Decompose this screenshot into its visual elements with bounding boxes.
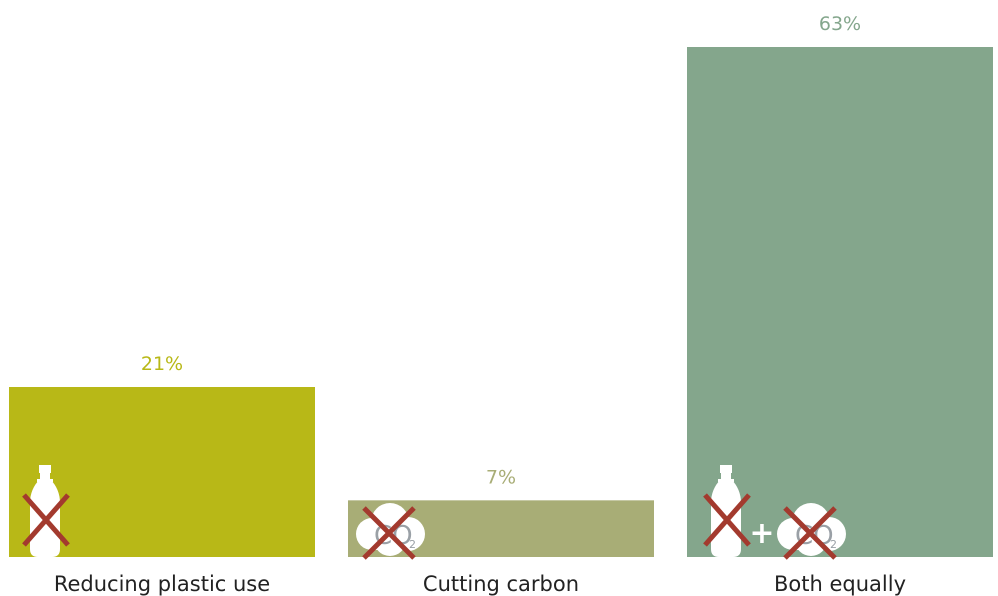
- value-label-reducing-plastic-use: 21%: [141, 353, 183, 375]
- category-label-reducing-plastic-use: Reducing plastic use: [54, 572, 270, 596]
- cross-stroke: [783, 506, 837, 560]
- co2-subscript: 2: [830, 538, 837, 551]
- bottle-shape: [30, 465, 60, 557]
- co2-subscript: 2: [409, 538, 416, 551]
- cross-stroke: [362, 506, 416, 560]
- cross-stroke: [22, 493, 70, 547]
- crossed-co2-cloud-icon: CO2: [777, 503, 846, 560]
- cross-stroke: [703, 493, 751, 547]
- bar-both-equally: [687, 47, 993, 557]
- value-label-cutting-carbon: 7%: [486, 466, 516, 488]
- category-label-cutting-carbon: Cutting carbon: [423, 572, 579, 596]
- crossed-bottle-icon: [22, 465, 70, 557]
- value-label-both-equally: 63%: [819, 13, 861, 35]
- bottle-neck-ring: [718, 479, 734, 482]
- plus-icon: +: [749, 516, 774, 551]
- bottle-shape: [711, 465, 741, 557]
- crossed-bottle-icon: [703, 465, 751, 557]
- crossed-co2-cloud-icon: CO2: [356, 503, 425, 560]
- bottle-neck-ring: [37, 479, 53, 482]
- category-label-both-equally: Both equally: [774, 572, 906, 596]
